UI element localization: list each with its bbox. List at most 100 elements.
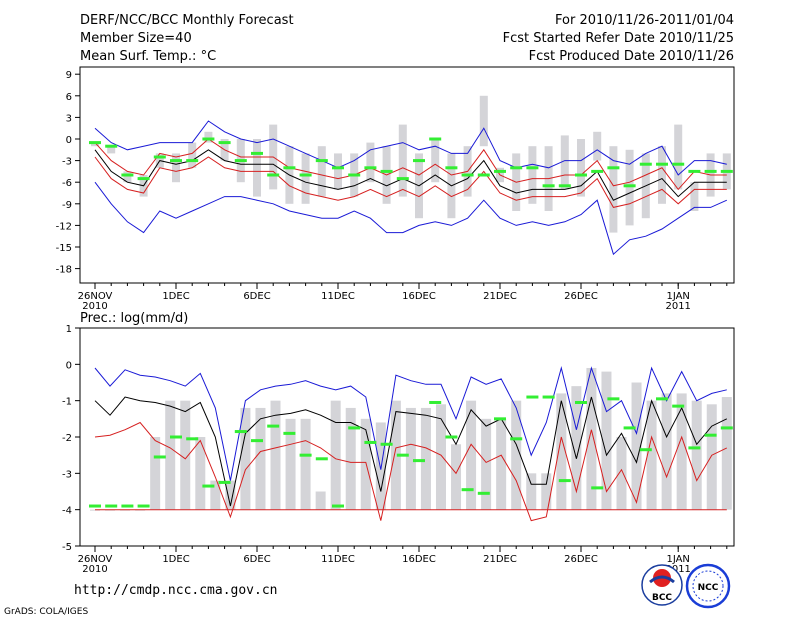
y-tick-label: -1 bbox=[62, 397, 72, 408]
range-bar bbox=[345, 407, 356, 510]
x-tick-label: 26NOV bbox=[78, 291, 113, 302]
range-bar bbox=[240, 407, 251, 510]
range-bar bbox=[479, 95, 488, 147]
ensemble-marker bbox=[186, 159, 199, 163]
series-line-lower bbox=[94, 156, 727, 208]
ensemble-marker bbox=[396, 453, 409, 457]
ensemble-marker bbox=[413, 159, 425, 163]
series-line-mean bbox=[94, 396, 728, 507]
ensemble-marker bbox=[332, 166, 344, 170]
y-tick-label: -9 bbox=[62, 200, 72, 211]
ncc-logo-text: NCC bbox=[698, 583, 719, 593]
ensemble-marker bbox=[364, 166, 377, 170]
range-bar bbox=[691, 400, 702, 510]
source-url[interactable]: http://cmdp.ncc.cma.gov.cn bbox=[74, 583, 278, 598]
panel2-variable: Prec.: log(mm/d) bbox=[80, 311, 188, 326]
range-bar bbox=[300, 418, 311, 510]
ensemble-marker bbox=[429, 400, 442, 404]
ensemble-marker bbox=[542, 184, 555, 188]
range-bar bbox=[496, 418, 507, 510]
ensemble-marker bbox=[153, 155, 166, 159]
range-bar bbox=[188, 142, 197, 168]
range-bar bbox=[601, 371, 612, 510]
range-bar bbox=[528, 146, 537, 204]
ensemble-marker bbox=[315, 457, 328, 461]
range-bar bbox=[270, 400, 281, 510]
ensemble-marker bbox=[121, 173, 134, 177]
x-tick-label: 1JAN bbox=[666, 554, 689, 565]
range-bar bbox=[420, 407, 431, 510]
series-line-mean bbox=[94, 149, 727, 201]
range-bar bbox=[334, 153, 342, 190]
series-line-min bbox=[94, 181, 728, 256]
series-line-max bbox=[94, 366, 727, 481]
y-tick-label: -2 bbox=[62, 433, 72, 444]
ensemble-marker bbox=[591, 486, 604, 490]
ensemble-marker bbox=[477, 491, 490, 495]
produced-date: Fcst Produced Date 2010/11/26 bbox=[529, 49, 734, 64]
range-bar bbox=[721, 397, 732, 510]
x-tick-label: 21DEC bbox=[483, 554, 517, 565]
x-tick-sublabel: 2010 bbox=[82, 564, 107, 575]
range-bar bbox=[609, 146, 618, 233]
y-tick-label: -12 bbox=[56, 221, 72, 232]
ensemble-marker bbox=[218, 480, 231, 484]
range-bar bbox=[315, 491, 326, 510]
x-tick-label: 26DEC bbox=[564, 291, 598, 302]
bcc-logo-text: BCC bbox=[652, 593, 672, 603]
ensemble-marker bbox=[461, 173, 474, 177]
ensemble-marker bbox=[494, 417, 506, 421]
ensemble-marker bbox=[704, 433, 717, 437]
ensemble-marker bbox=[89, 504, 101, 508]
ensemble-marker bbox=[656, 162, 668, 166]
x-tick-label: 6DEC bbox=[243, 554, 270, 565]
y-tick-label: 9 bbox=[66, 70, 72, 81]
x-tick-label: 1DEC bbox=[162, 291, 189, 302]
range-bar bbox=[375, 422, 386, 510]
range-bar bbox=[390, 400, 401, 510]
ensemble-marker bbox=[494, 169, 506, 173]
ensemble-marker bbox=[153, 455, 166, 459]
x-tick-sublabel: 2010 bbox=[82, 301, 107, 312]
y-tick-label: -5 bbox=[62, 542, 72, 553]
x-tick-label: 26NOV bbox=[78, 554, 113, 565]
ensemble-marker bbox=[639, 448, 652, 452]
ensemble-marker bbox=[656, 397, 668, 401]
y-tick-label: 0 bbox=[66, 135, 72, 146]
ensemble-marker bbox=[639, 162, 652, 166]
x-tick-sublabel: 2011 bbox=[665, 564, 690, 575]
range-bar bbox=[210, 480, 221, 510]
ensemble-marker bbox=[413, 459, 425, 463]
ensemble-marker bbox=[348, 173, 361, 177]
ensemble-marker bbox=[186, 437, 199, 441]
panel1-variable: Mean Surf. Temp.: °C bbox=[80, 49, 216, 64]
ensemble-marker bbox=[89, 141, 101, 145]
range-bar bbox=[107, 146, 116, 154]
range-bar bbox=[180, 400, 191, 510]
range-bar bbox=[255, 407, 266, 510]
range-bar bbox=[91, 142, 99, 147]
range-bar bbox=[593, 131, 602, 161]
ensemble-marker bbox=[202, 484, 215, 488]
range-bar bbox=[253, 139, 261, 197]
ensemble-marker bbox=[251, 439, 263, 443]
bcc-logo: BCC bbox=[641, 564, 683, 606]
range-bar bbox=[560, 135, 569, 190]
refer-date: Fcst Started Refer Date 2010/11/25 bbox=[503, 31, 734, 46]
range-bar bbox=[366, 142, 375, 183]
ensemble-marker bbox=[380, 169, 393, 173]
ensemble-marker bbox=[380, 442, 393, 446]
range-bar bbox=[123, 171, 132, 183]
ensemble-marker bbox=[170, 159, 182, 163]
range-bar bbox=[658, 146, 666, 204]
ensemble-marker bbox=[607, 166, 620, 170]
ensemble-marker bbox=[688, 169, 701, 173]
range-bar bbox=[451, 444, 462, 510]
ensemble-marker bbox=[283, 166, 296, 170]
range-bar bbox=[301, 153, 310, 204]
range-bar bbox=[431, 139, 440, 183]
y-tick-label: 6 bbox=[66, 92, 72, 103]
x-tick-label: 11DEC bbox=[321, 291, 355, 302]
ensemble-marker bbox=[607, 397, 620, 401]
ensemble-marker bbox=[445, 435, 458, 439]
